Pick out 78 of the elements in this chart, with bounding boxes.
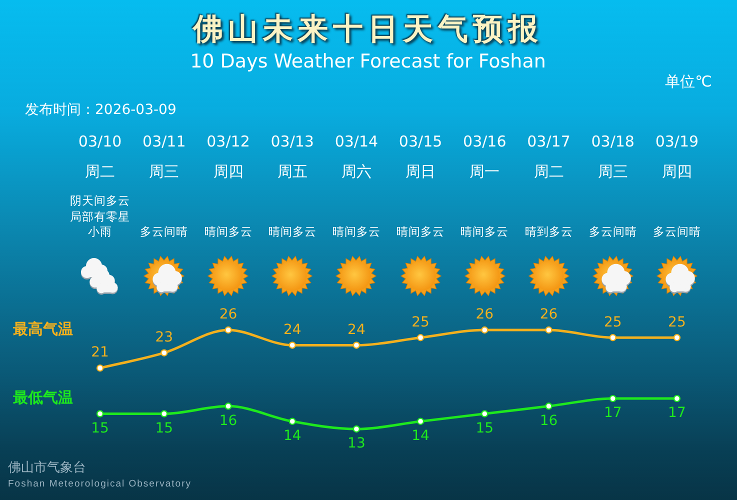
text: 多云间晴 [588,224,638,240]
x-tick-label: 03/13 [270,132,314,150]
point [288,418,296,425]
series-label: 最低气温 [12,388,73,406]
point [416,334,424,342]
point [352,342,360,349]
text: 晴间多云 [331,224,382,240]
data-label: 17 [604,405,622,422]
data-label: 15 [91,420,109,436]
data-label: 26 [219,306,238,323]
text: 周四 [213,162,244,180]
text: 周二 [534,162,564,180]
data-label: 17 [668,405,686,422]
x-tick-label: 03/19 [655,132,699,150]
chart-title: 佛山未来十日天气预报 [193,12,543,47]
point [96,410,104,418]
x-tick-label: 03/14 [334,132,378,150]
point [609,334,616,342]
text: 多云间晴 [139,224,190,240]
text: 周一 [470,162,500,180]
text: 晴间多云 [203,224,254,240]
x-tick-label: 03/11 [142,132,186,150]
text: 最高气温 [12,320,73,338]
x-tick-label: 03/12 [206,132,250,150]
point [160,410,168,418]
x-tick-label: 03/16 [463,132,506,150]
point [673,334,681,342]
data-label: 16 [540,412,558,429]
data-label: 15 [155,420,174,436]
point [481,410,488,418]
data-label: 13 [348,436,366,452]
data-label: 25 [604,314,622,330]
text: 阴天间多云局部有零星小雨 [70,194,130,240]
text: 晴间多云 [460,224,510,240]
text: 晴到多云 [524,224,574,240]
point [609,394,616,402]
data-label: 24 [283,322,302,338]
data-label: 14 [283,428,302,444]
text: 晴间多云 [396,224,446,240]
data-label: 25 [668,314,686,330]
data-label: 16 [219,412,238,429]
text: 周五 [277,162,308,180]
point [96,364,104,372]
chart-subtitle: 10 Days Weather Forecast for Foshan [190,50,546,72]
text: 周三 [598,162,628,180]
data-label: 23 [155,329,174,346]
point [160,349,168,356]
data-label: 24 [348,322,366,338]
x-tick-label: 03/10 [78,132,122,150]
point [224,402,232,410]
text: 周三 [149,162,180,180]
text: 晴间多云 [267,224,318,240]
text: 周二 [85,162,116,180]
data-label: 15 [476,420,494,436]
text: 周四 [662,162,692,180]
point [288,342,296,349]
data-label: 26 [476,306,494,323]
text: 周日 [406,162,436,180]
x-tick-label: 03/18 [591,132,634,150]
point [673,394,681,402]
point [352,425,360,433]
data-label: 25 [412,314,430,330]
point [416,418,424,425]
data-label: 26 [540,306,558,323]
text: Foshan Meteorological Observatory [8,478,192,490]
text: 周六 [341,162,372,180]
text: 发布时间：2026-03-09 [25,102,176,118]
text: 佛山市气象台 [8,460,86,476]
x-tick-label: 03/15 [398,132,442,150]
point [545,326,552,334]
y-axis-title: 单位℃ [665,72,712,90]
point [224,326,232,334]
data-label: 21 [91,344,109,361]
point [481,326,488,334]
x-tick-label: 03/17 [527,132,570,150]
text: 多云间晴 [652,224,702,240]
data-label: 14 [412,428,430,444]
point [545,402,552,410]
